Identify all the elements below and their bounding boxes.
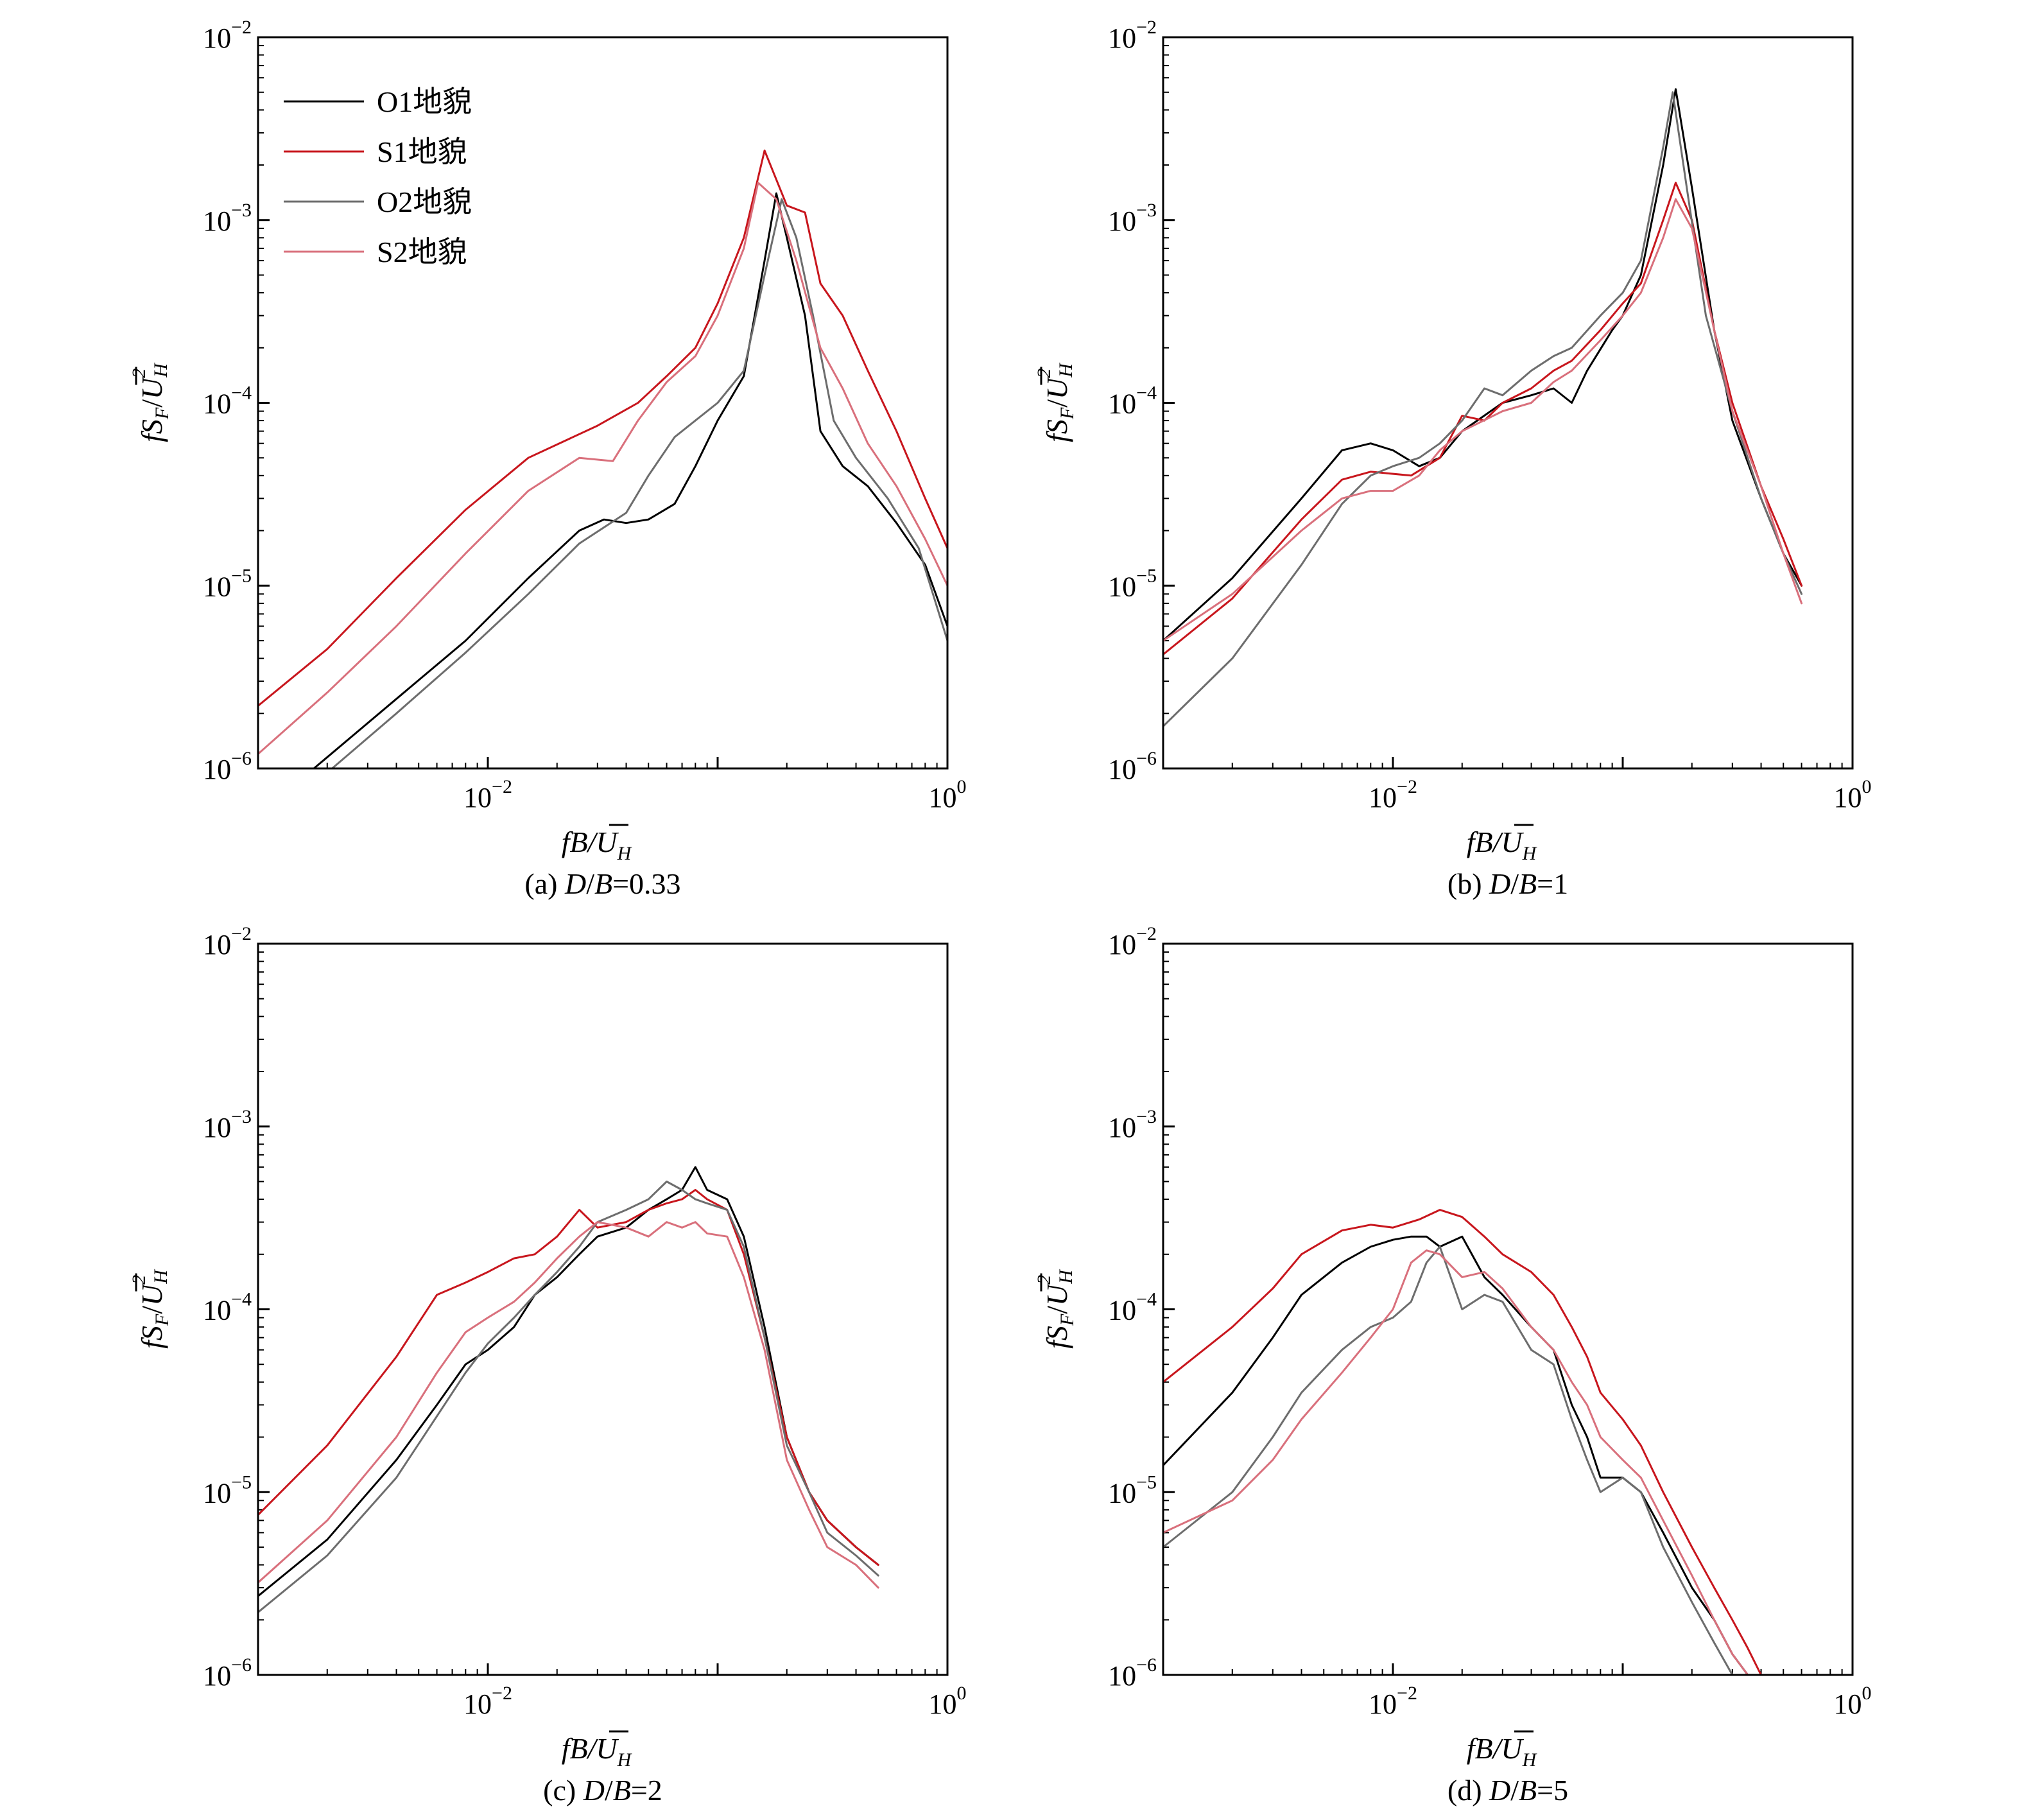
plot-frame [1162,942,1854,1676]
legend-label: O2地貌 [377,186,472,218]
x-tick-label: 100 [1834,1683,1872,1720]
series-line-O1地貌 [313,192,947,768]
y-tick-label: 10−3 [1108,1106,1157,1143]
x-tick-label: 10−2 [463,776,512,813]
series-line-O2地貌 [1163,91,1803,727]
plot-frame [257,942,949,1676]
x-tick-label: 10−2 [1369,1683,1417,1720]
legend-label: S1地貌 [377,135,467,168]
x-axis-label: fB/UH [562,1732,633,1771]
y-tick-label: 10−3 [203,200,252,237]
x-axis-label: fB/UH [1467,1732,1538,1771]
subplot-c: 10−6 10−5 10−4 10−3 10−2 10−2 100 fB/UH fSF/U2H (… [128,923,967,1807]
subplot-caption: (b) D/B=1 [1447,867,1568,900]
y-tick-label: 10−2 [203,923,252,960]
series-line-S2地貌 [1163,1249,1749,1675]
subplot-caption: (d) D/B=5 [1447,1774,1568,1807]
x-tick-label: 10−2 [463,1683,512,1720]
series-line-S2地貌 [258,182,947,755]
series-line-O2地貌 [331,198,947,768]
y-tick-label: 10−5 [1108,1471,1157,1509]
y-axis-label: fSF/U2H [1033,1269,1078,1349]
y-tick-label: 10−5 [203,1471,252,1509]
series-line-O1地貌 [1163,1235,1749,1675]
y-tick-label: 10−4 [1108,1289,1157,1326]
y-tick-label: 10−6 [203,1654,252,1692]
y-tick-label: 10−6 [1108,748,1157,785]
series-line-S1地貌 [258,150,947,707]
y-tick-label: 10−5 [1108,565,1157,602]
subplot-a: 10−6 10−5 10−4 10−3 10−2 10−2 100 fB/UH fSF/U2H (… [128,17,967,900]
x-axis-label: fB/UH [562,826,633,864]
series-line-O2地貌 [258,1181,879,1613]
y-tick-label: 10−3 [1108,200,1157,237]
series-line-O1地貌 [1163,88,1803,642]
x-axis-label: fB/UH [1467,826,1538,864]
x-tick-label: 10−2 [1369,776,1417,813]
plot-frame [257,36,949,770]
y-tick-label: 10−2 [1108,923,1157,960]
series-line-O2地貌 [1163,1245,1734,1675]
y-tick-label: 10−4 [203,383,252,420]
y-tick-label: 10−2 [203,17,252,54]
y-axis-label: fSF/U2H [1033,362,1078,442]
legend-label: S2地貌 [377,236,467,268]
y-tick-label: 10−3 [203,1106,252,1143]
x-tick-label: 100 [929,776,967,813]
y-tick-label: 10−4 [1108,383,1157,420]
subplot-caption: (c) D/B=2 [543,1774,662,1807]
series-line-S2地貌 [258,1221,879,1589]
series-line-S2地貌 [1163,198,1803,642]
y-tick-label: 10−5 [203,565,252,602]
series-line-S1地貌 [258,1189,879,1566]
x-tick-label: 100 [929,1683,967,1720]
legend-label: O1地貌 [377,85,472,118]
y-axis-label: fSF/U2H [128,362,173,442]
legend: O1地貌 S1地貌 O2地貌 S2地貌 [284,85,472,268]
x-tick-label: 100 [1834,776,1872,813]
subplot-d: 10−6 10−5 10−4 10−3 10−2 10−2 100 fB/UH fSF/U2H (… [1033,923,1872,1807]
subplot-b: 10−6 10−5 10−4 10−3 10−2 10−2 100 fB/UH fSF/U2H (… [1033,17,1872,900]
subplot-caption: (a) D/B=0.33 [524,867,680,900]
series-line-S1地貌 [1163,182,1803,655]
y-tick-label: 10−6 [1108,1654,1157,1692]
plot-frame [1162,36,1854,770]
y-tick-label: 10−6 [203,748,252,785]
y-axis-label: fSF/U2H [128,1269,173,1349]
y-tick-label: 10−2 [1108,17,1157,54]
series-line-O1地貌 [258,1166,879,1597]
series-line-S1地貌 [1163,1209,1762,1675]
y-tick-label: 10−4 [203,1289,252,1326]
